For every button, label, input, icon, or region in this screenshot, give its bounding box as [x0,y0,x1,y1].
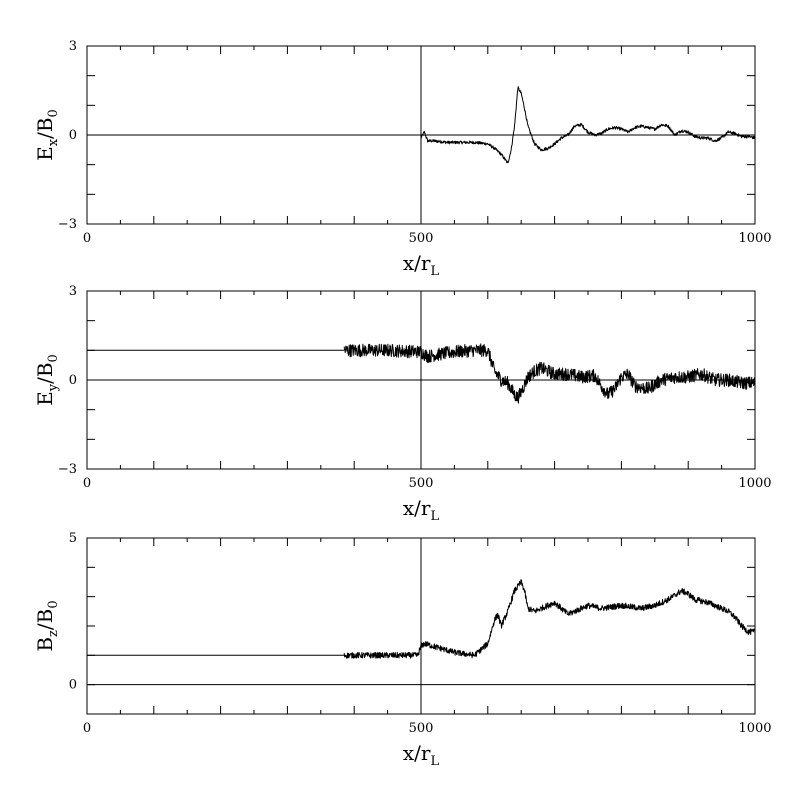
series-line-1 [343,579,756,659]
x-tick-label: 1000 [738,476,771,491]
y-tick-label: 3 [69,284,77,299]
y-axis-label: Ex/B0 [33,109,61,161]
series-line-0 [420,86,756,164]
x-tick-label: 500 [409,231,434,246]
y-tick-label: 0 [69,128,77,143]
x-tick-label: 0 [83,721,91,736]
x-tick-label: 500 [409,476,434,491]
x-tick-label: 1000 [738,231,771,246]
x-tick-label: 0 [83,476,91,491]
x-tick-label: 0 [83,231,91,246]
y-tick-label: 0 [69,678,77,693]
y-tick-label: −3 [58,462,77,477]
panel-ex: 0 500 1000 −3 0 3 x/rL Ex/B0 [33,39,772,279]
x-axis-label: x/rL [403,496,440,524]
y-axis-label: Bz/B0 [33,600,61,651]
x-tick-label: 1000 [738,721,771,736]
panel-ey: 0 500 1000 −3 0 3 x/rL Ey/B0 [33,284,772,524]
y-tick-label: 0 [69,373,77,388]
x-axis-label: x/rL [403,741,440,769]
x-axis-label: x/rL [403,251,440,279]
x-tick-label: 500 [409,721,434,736]
y-tick-label: 5 [69,531,77,546]
y-tick-label: 3 [69,39,77,54]
series-line-1 [343,343,756,404]
y-axis-label: Ey/B0 [33,354,61,406]
panel-bz: 0 500 1000 0 5 x/rL Bz/B0 [33,531,772,769]
y-tick-label: −3 [58,217,77,232]
